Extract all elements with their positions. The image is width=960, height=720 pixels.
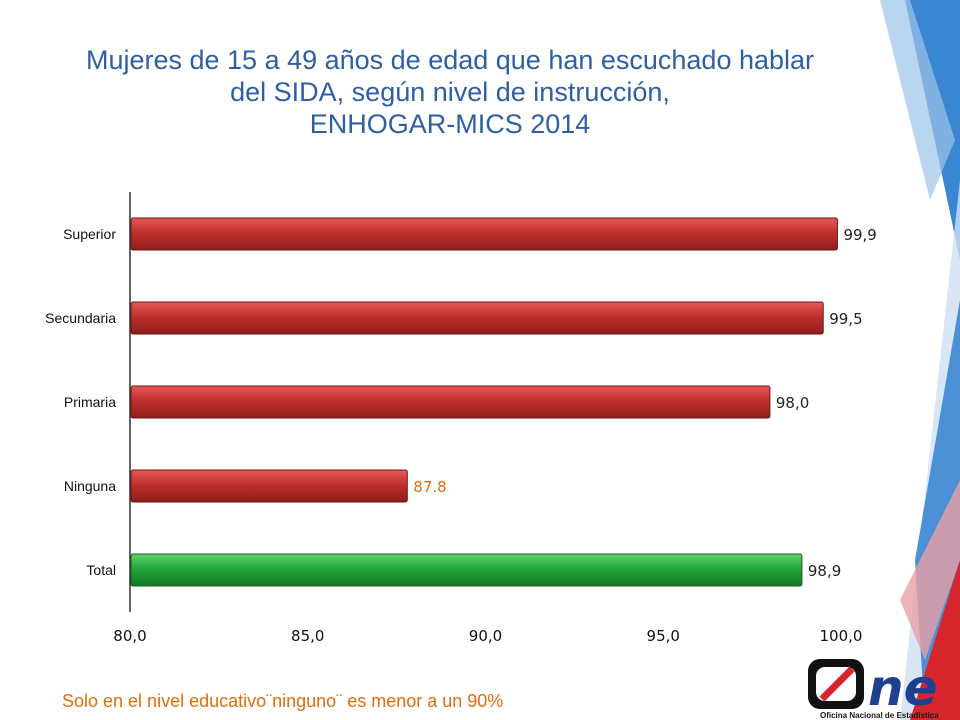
x-tick-label: 100,0	[820, 627, 863, 645]
bar-superior	[130, 217, 838, 251]
data-label: 98,9	[808, 562, 841, 580]
footnote: Solo en el nivel educativo¨ninguno¨ es m…	[62, 691, 504, 711]
x-tick-label: 90,0	[469, 627, 502, 645]
title-line-2: del SIDA, según nivel de instrucción,	[230, 77, 670, 107]
bar-ninguna	[130, 469, 408, 503]
title-line-1: Mujeres de 15 a 49 años de edad que han …	[85, 45, 815, 75]
x-tick-label: 95,0	[647, 627, 680, 645]
bar-secundaria	[130, 301, 824, 335]
logo-tagline: Oficina Nacional de Estadística	[820, 711, 939, 720]
data-label: 99,5	[829, 310, 862, 328]
bar-total	[130, 553, 803, 587]
x-tick-label: 85,0	[291, 627, 324, 645]
category-label: Total	[86, 562, 116, 578]
chart-axes: 80,0 85,0 90,0 95,0 100,0	[113, 192, 862, 645]
svg-text:ne: ne	[868, 659, 938, 717]
category-label: Superior	[63, 226, 116, 242]
title-line-3: ENHOGAR-MICS 2014	[309, 109, 591, 139]
category-label: Ninguna	[64, 478, 116, 494]
data-label: 99,9	[843, 226, 876, 244]
one-logo: ne	[808, 659, 938, 717]
category-label: Primaria	[64, 394, 116, 410]
chart-labels: Superior 99,9 Secundaria 99,5 Primaria 98,0 Ni…	[45, 226, 877, 580]
category-label: Secundaria	[45, 310, 116, 326]
chart-title: Mujeres de 15 a 49 años de edad que han …	[40, 44, 860, 140]
data-label: 98,0	[776, 394, 809, 412]
chart-bars	[130, 217, 838, 587]
x-tick-label: 80,0	[113, 627, 146, 645]
data-label: 87.8	[413, 478, 446, 496]
bar-primaria	[130, 385, 771, 419]
